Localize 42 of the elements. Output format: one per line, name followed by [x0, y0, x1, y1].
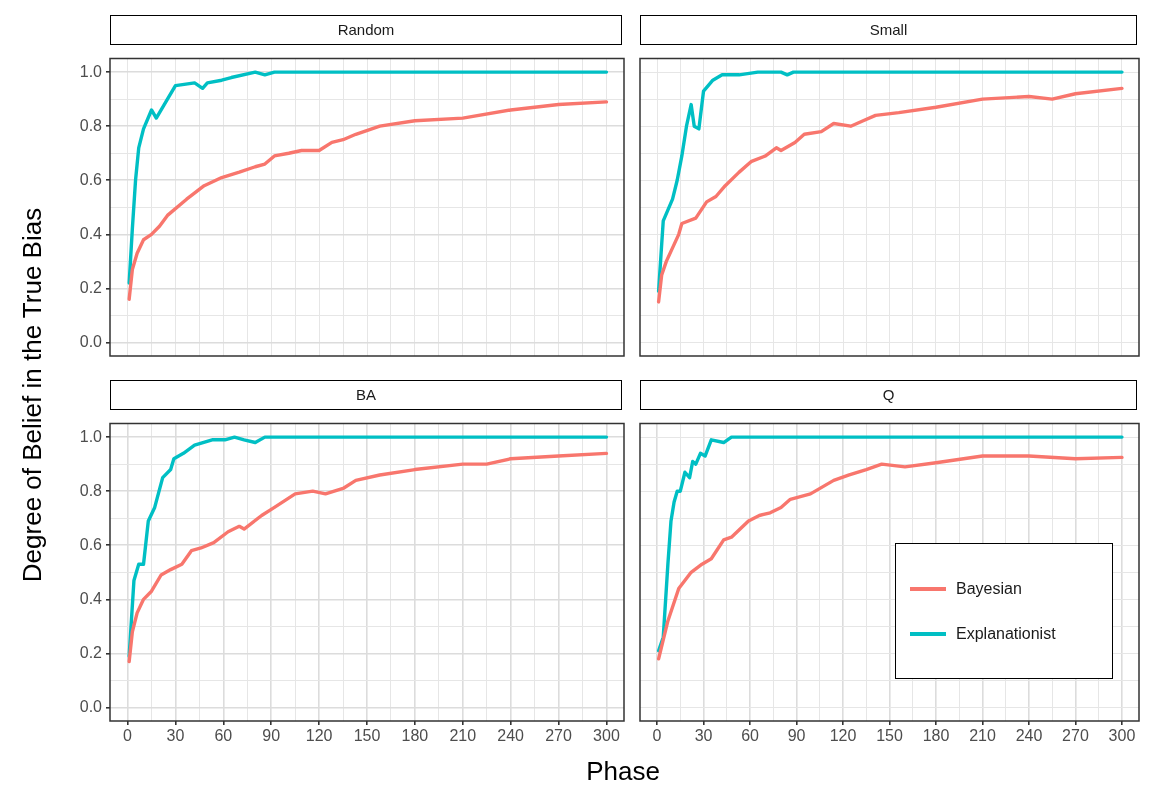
x-tick-label: 90	[262, 727, 281, 745]
x-tick-label: 210	[449, 727, 477, 745]
y-tick-label: 0.8	[79, 481, 103, 499]
legend-label: Bayesian	[956, 579, 1022, 598]
y-tick-label: 1.0	[79, 62, 103, 80]
y-tick-label: 0.2	[79, 643, 103, 661]
x-tick-label: 0	[123, 727, 133, 745]
x-tick-label: 90	[787, 727, 806, 745]
y-tick-label: 0.8	[79, 116, 103, 134]
x-tick-label: 0	[652, 727, 662, 745]
y-tick-label: 0.2	[79, 278, 103, 296]
chart-title: Q	[640, 380, 1137, 410]
x-tick-label: 60	[214, 727, 233, 745]
x-tick-label: 120	[829, 727, 857, 745]
x-axis-title: Phase	[586, 756, 660, 787]
y-tick-label: 0.6	[79, 170, 103, 188]
x-tick-label: 300	[593, 727, 620, 745]
y-tick-label: 0.0	[79, 332, 103, 350]
x-tick-label: 60	[741, 727, 760, 745]
y-tick-label: 0.0	[79, 697, 103, 715]
y-tick-label: 1.0	[79, 427, 103, 445]
y-tick-label: 0.4	[79, 589, 103, 607]
chart-title: Small	[640, 15, 1137, 45]
x-tick-label: 270	[545, 727, 572, 745]
y-axis-title: Degree of Belief in the True Bias	[16, 207, 48, 583]
x-tick-label: 30	[166, 727, 185, 745]
y-tick-label: 0.6	[79, 535, 103, 553]
x-tick-label: 180	[401, 727, 429, 745]
x-tick-label: 300	[1108, 727, 1136, 745]
legend-label: Explanationist	[956, 624, 1056, 643]
chart-title: Random	[110, 15, 622, 45]
x-tick-label: 210	[969, 727, 996, 745]
x-tick-label: 150	[876, 727, 903, 745]
x-tick-label: 120	[305, 727, 333, 745]
x-tick-label: 150	[353, 727, 381, 745]
y-tick-label: 0.4	[79, 224, 103, 242]
chart-title: BA	[110, 380, 622, 410]
x-tick-label: 180	[922, 727, 950, 745]
x-tick-label: 240	[497, 727, 525, 745]
x-tick-label: 30	[694, 727, 713, 745]
x-tick-label: 240	[1015, 727, 1043, 745]
x-tick-label: 270	[1062, 727, 1089, 745]
